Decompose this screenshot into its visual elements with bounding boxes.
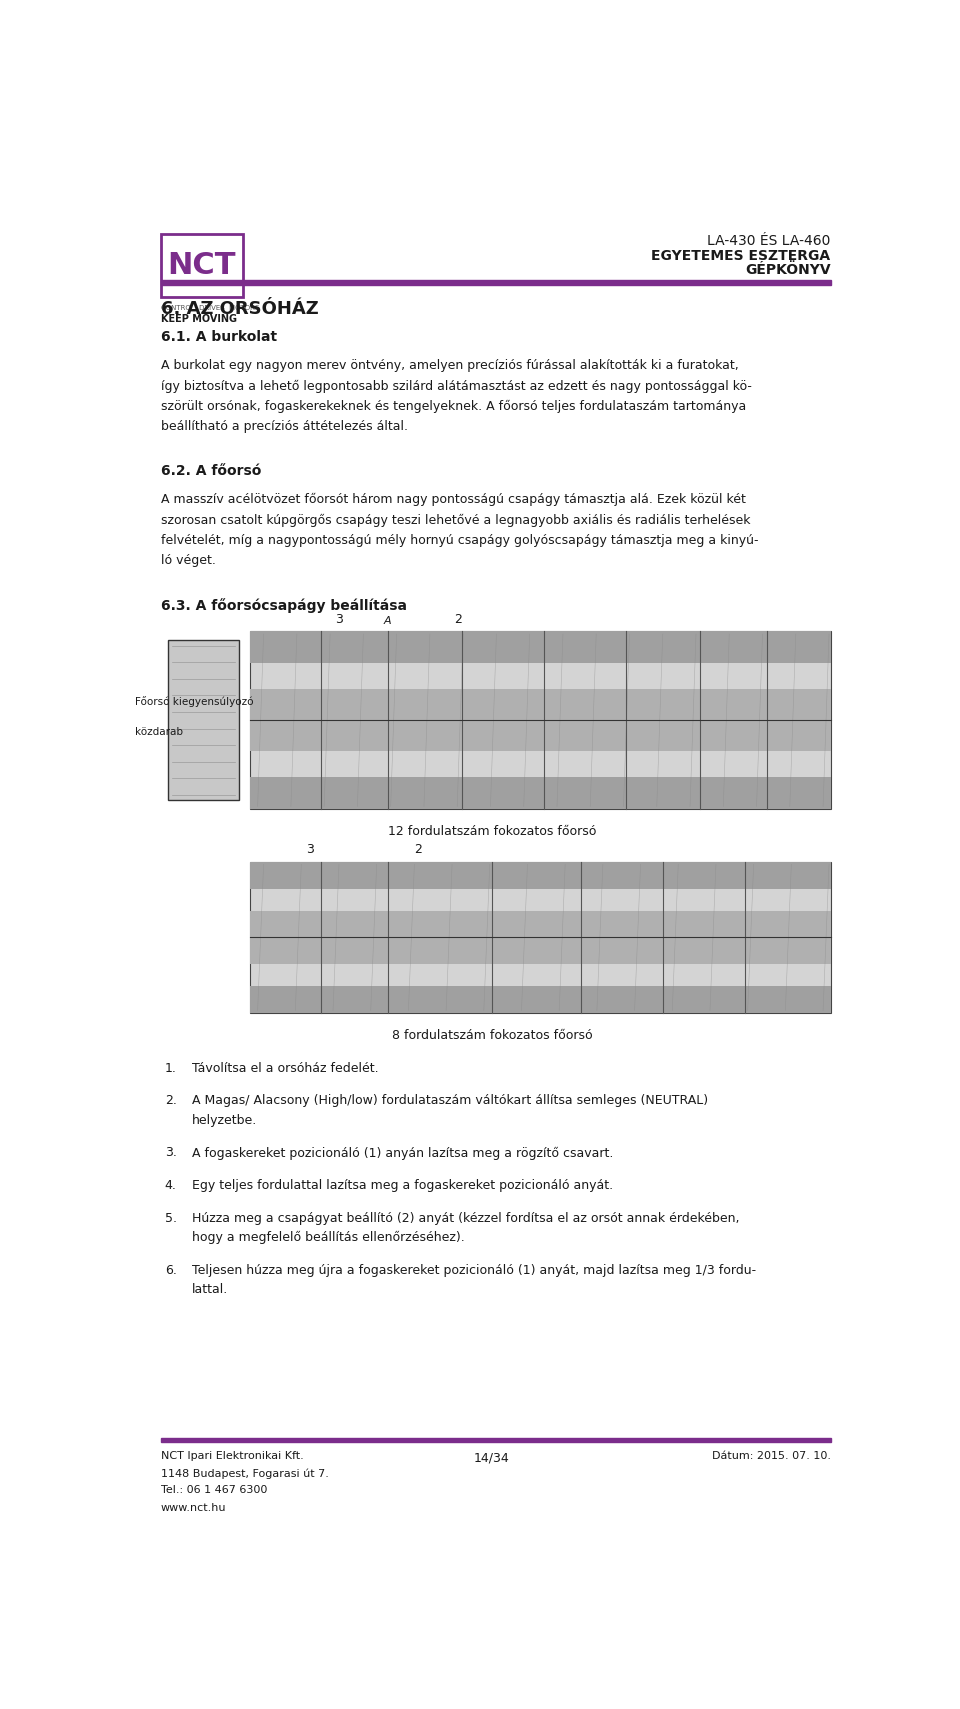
Text: CONTROL  DRIVES  MOTORS: CONTROL DRIVES MOTORS <box>161 306 259 311</box>
Text: helyzetbe.: helyzetbe. <box>192 1114 257 1126</box>
Text: 6.1. A burkolat: 6.1. A burkolat <box>161 330 277 344</box>
Text: 3.: 3. <box>165 1147 177 1159</box>
Bar <box>251 631 830 808</box>
Bar <box>161 280 830 285</box>
Bar <box>251 778 830 808</box>
Text: szörült orsónak, fogaskerekeknek és tengelyeknek. A főorsó teljes fordulataszám : szörült orsónak, fogaskerekeknek és teng… <box>161 400 746 414</box>
Text: 2: 2 <box>414 844 421 856</box>
Text: beállítható a precíziós áttételezés által.: beállítható a precíziós áttételezés álta… <box>161 420 408 434</box>
Text: 4.: 4. <box>165 1179 177 1193</box>
Bar <box>251 911 830 964</box>
Text: 14/34: 14/34 <box>474 1451 510 1465</box>
Bar <box>161 1437 830 1442</box>
Text: Teljesen húzza meg újra a fogaskereket pozicionáló (1) anyát, majd lazítsa meg 1: Teljesen húzza meg újra a fogaskereket p… <box>192 1265 756 1277</box>
Text: 6.2. A főorsó: 6.2. A főorsó <box>161 465 261 479</box>
Text: így biztosítva a lehető legpontosabb szilárd alátámasztást az edzett és nagy pon: így biztosítva a lehető legpontosabb szi… <box>161 379 752 393</box>
Text: 2: 2 <box>455 614 463 625</box>
Text: www.nct.hu: www.nct.hu <box>161 1502 227 1512</box>
Bar <box>168 641 239 800</box>
Text: A fogaskereket pozicionáló (1) anyán lazítsa meg a rögzítő csavart.: A fogaskereket pozicionáló (1) anyán laz… <box>192 1147 613 1160</box>
Text: 5.: 5. <box>165 1212 177 1225</box>
Text: NCT Ipari Elektronikai Kft.: NCT Ipari Elektronikai Kft. <box>161 1451 303 1461</box>
Text: A Magas/ Alacsony (High/low) fordulataszám váltókart állítsa semleges (NEUTRAL): A Magas/ Alacsony (High/low) fordulatasz… <box>192 1094 708 1107</box>
Text: 3: 3 <box>306 844 314 856</box>
Text: Tel.: 06 1 467 6300: Tel.: 06 1 467 6300 <box>161 1485 267 1495</box>
Text: Főorsó kiegyensúlyozó: Főorsó kiegyensúlyozó <box>134 696 253 708</box>
Text: 8 fordulatszám fokozatos főorsó: 8 fordulatszám fokozatos főorsó <box>392 1029 592 1042</box>
Bar <box>251 631 830 663</box>
Text: 12 fordulatszám fokozatos főorsó: 12 fordulatszám fokozatos főorsó <box>388 825 596 837</box>
Text: 1148 Budapest, Fogarasi út 7.: 1148 Budapest, Fogarasi út 7. <box>161 1468 328 1478</box>
Text: A masszív acélötvözet főorsót három nagy pontosságú csapágy támasztja alá. Ezek : A masszív acélötvözet főorsót három nagy… <box>161 494 746 506</box>
Text: 2.: 2. <box>165 1094 177 1107</box>
Text: EGYETEMES ESZTERGA: EGYETEMES ESZTERGA <box>652 248 830 263</box>
Text: 6. AZ ORSÓHÁZ: 6. AZ ORSÓHÁZ <box>161 299 319 318</box>
Text: közdarab: közdarab <box>134 726 182 737</box>
Text: 1.: 1. <box>165 1061 177 1075</box>
Text: hogy a megfelelő beállítás ellenőrzéséhez).: hogy a megfelelő beállítás ellenőrzéséhe… <box>192 1230 465 1244</box>
FancyBboxPatch shape <box>161 234 243 297</box>
Text: NCT: NCT <box>168 251 236 280</box>
Text: lattal.: lattal. <box>192 1283 228 1297</box>
Text: 6.3. A főorsócsapágy beállítása: 6.3. A főorsócsapágy beállítása <box>161 598 407 614</box>
Text: A burkolat egy nagyon merev öntvény, amelyen precíziós fúrással alakították ki a: A burkolat egy nagyon merev öntvény, ame… <box>161 359 738 373</box>
Text: felvételét, míg a nagypontosságú mély hornyú csapágy golyóscsapágy támasztja meg: felvételét, míg a nagypontosságú mély ho… <box>161 535 758 547</box>
Text: Távolítsa el a orsóház fedelét.: Távolítsa el a orsóház fedelét. <box>192 1061 379 1075</box>
Bar <box>251 986 830 1013</box>
Text: GÉPKÖNYV: GÉPKÖNYV <box>745 263 830 277</box>
Text: Egy teljes fordulattal lazítsa meg a fogaskereket pozicionáló anyát.: Egy teljes fordulattal lazítsa meg a fog… <box>192 1179 613 1193</box>
Text: LA-430 ÉS LA-460: LA-430 ÉS LA-460 <box>708 234 830 248</box>
Text: Dátum: 2015. 07. 10.: Dátum: 2015. 07. 10. <box>711 1451 830 1461</box>
Text: ló véget.: ló véget. <box>161 554 216 567</box>
Text: 3: 3 <box>336 614 344 625</box>
Text: szorosan csatolt kúpgörgős csapágy teszi lehetővé a legnagyobb axiális és radiál: szorosan csatolt kúpgörgős csapágy teszi… <box>161 514 751 526</box>
Bar <box>251 861 830 1013</box>
Text: Húzza meg a csapágyat beállító (2) anyát (kézzel fordítsa el az orsót annak érde: Húzza meg a csapágyat beállító (2) anyát… <box>192 1212 739 1225</box>
Bar <box>251 689 830 752</box>
Text: KEEP MOVING: KEEP MOVING <box>161 314 237 325</box>
Bar <box>251 861 830 889</box>
Text: 6.: 6. <box>165 1265 177 1277</box>
Text: A: A <box>384 617 392 625</box>
